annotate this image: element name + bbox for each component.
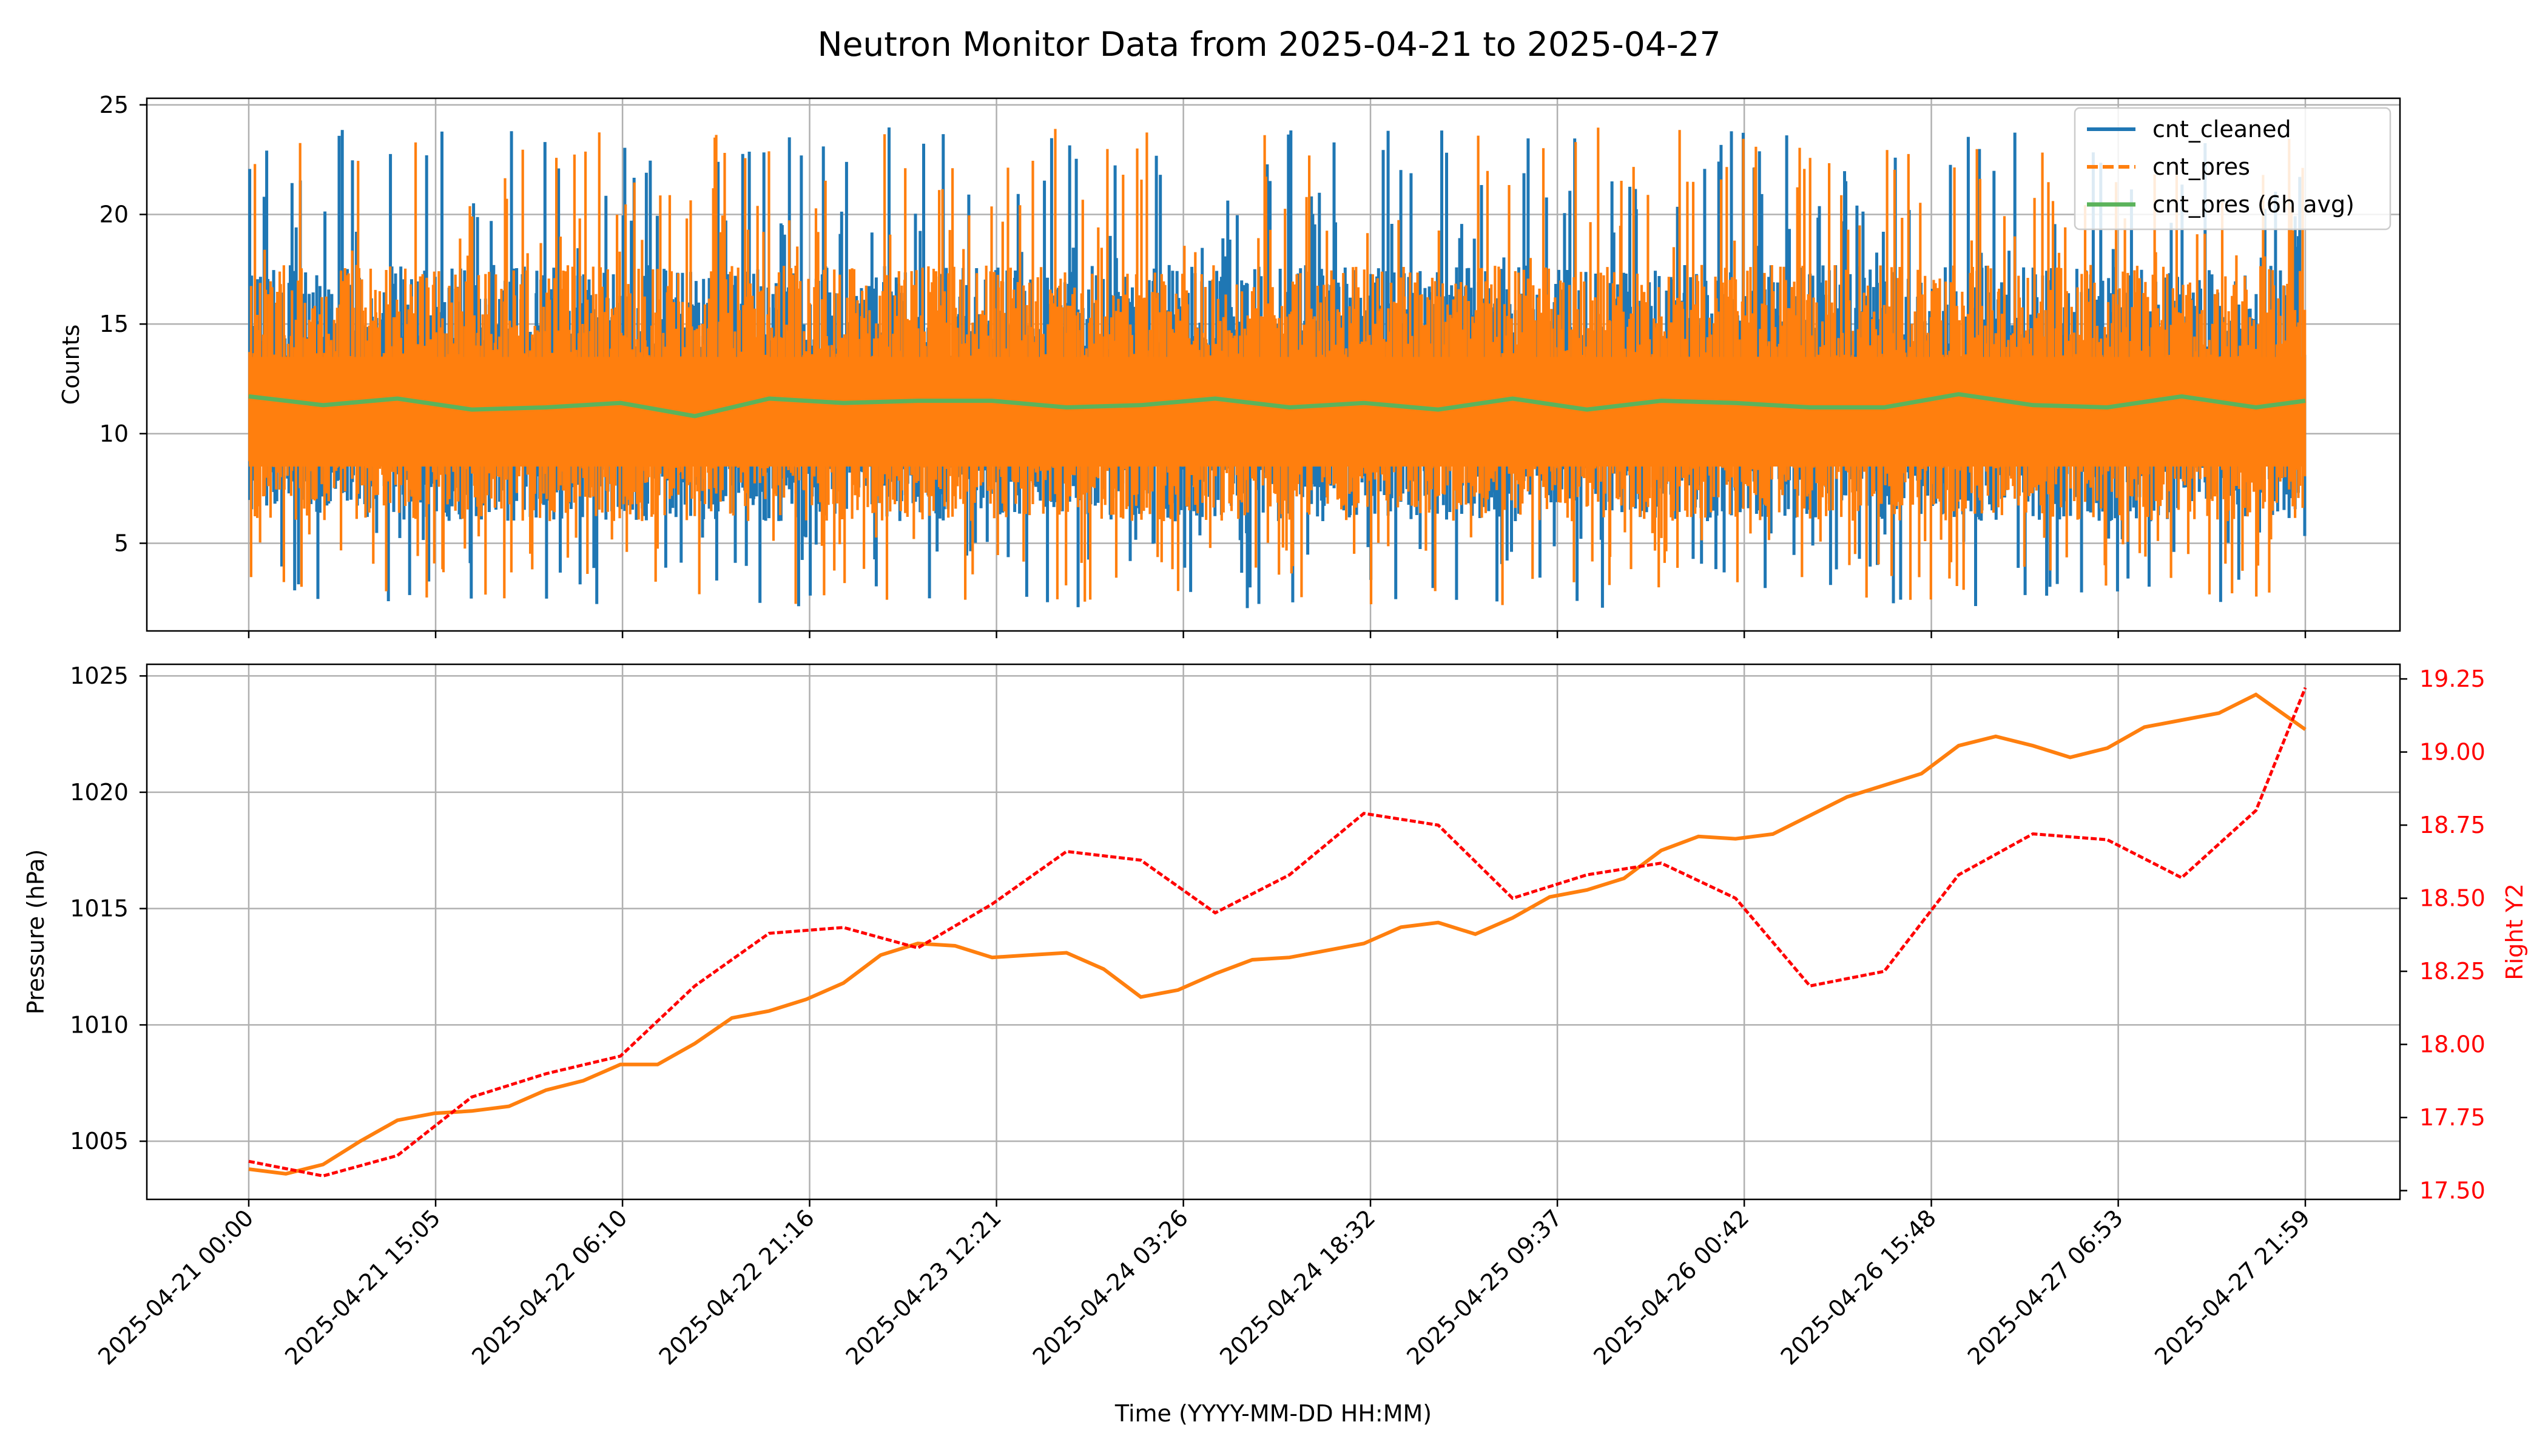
right-y2-tick-label: 17.50 <box>2419 1178 2486 1204</box>
right-y2-tick-label: 18.50 <box>2419 885 2486 912</box>
counts-y-axis-label: Counts <box>58 325 84 405</box>
counts-y-tick-label: 25 <box>99 92 129 118</box>
pressure-y-tick-label: 1020 <box>70 779 129 806</box>
counts-y-tick-label: 5 <box>114 530 129 556</box>
legend-label-avg-6h: cnt_pres (6h avg) <box>2152 191 2354 218</box>
counts-y-ticks: 5 10 15 20 25 <box>99 92 147 556</box>
legend: cnt_cleaned cnt_pres cnt_pres (6h avg) <box>2074 107 2391 231</box>
chart-title: Neutron Monitor Data from 2025-04-21 to … <box>817 25 1721 64</box>
right-y2-tick-label: 18.25 <box>2419 958 2486 985</box>
pressure-y-tick-label: 1015 <box>70 895 129 922</box>
right-y2-tick-label: 19.25 <box>2419 666 2486 692</box>
cnt-pres-band <box>248 127 2307 605</box>
legend-label-cnt-pres: cnt_pres <box>2152 153 2250 180</box>
pressure-y-ticks: 1005 1010 1015 1020 1025 <box>70 662 147 1154</box>
pressure-y-axis-label: Pressure (hPa) <box>22 849 49 1015</box>
right-y2-ticks: 17.50 17.75 18.00 18.25 18.50 18.75 19.00 19.25 <box>2400 666 2486 1204</box>
right-y2-tick-label: 17.75 <box>2419 1104 2486 1131</box>
counts-plot-frame <box>146 97 2401 632</box>
counts-y-tick-label: 15 <box>99 311 129 337</box>
right-y2-line <box>248 687 2307 1178</box>
pressure-plot-frame <box>146 663 2401 1201</box>
counts-panel: 5 10 15 20 25 Counts cnt_cleaned cnt_pres cn… <box>58 92 2401 638</box>
pressure-y-tick-label: 1005 <box>70 1128 129 1154</box>
avg-6h-line <box>248 392 2306 419</box>
right-y2-axis-label: Right Y2 <box>2501 883 2528 980</box>
legend-label-cnt-cleaned: cnt_cleaned <box>2152 116 2291 143</box>
cnt-pres-trace-core <box>249 357 2305 467</box>
pressure-grid <box>147 664 2400 1199</box>
time-x-axis-label: Time (YYYY-MM-DD HH:MM) <box>1114 1400 1432 1427</box>
pressure-line <box>248 692 2307 1176</box>
right-y2-tick-label: 18.00 <box>2419 1031 2486 1058</box>
legend-box <box>2074 107 2391 231</box>
pressure-y-tick-label: 1025 <box>70 662 129 689</box>
right-y2-tick-label: 18.75 <box>2419 812 2486 838</box>
counts-y-tick-label: 10 <box>99 420 129 447</box>
counts-x-tickmarks <box>248 631 2307 638</box>
right-y2-tick-label: 19.00 <box>2419 739 2486 766</box>
pressure-y-tick-label: 1010 <box>70 1011 129 1038</box>
counts-y-tick-label: 20 <box>99 201 129 228</box>
